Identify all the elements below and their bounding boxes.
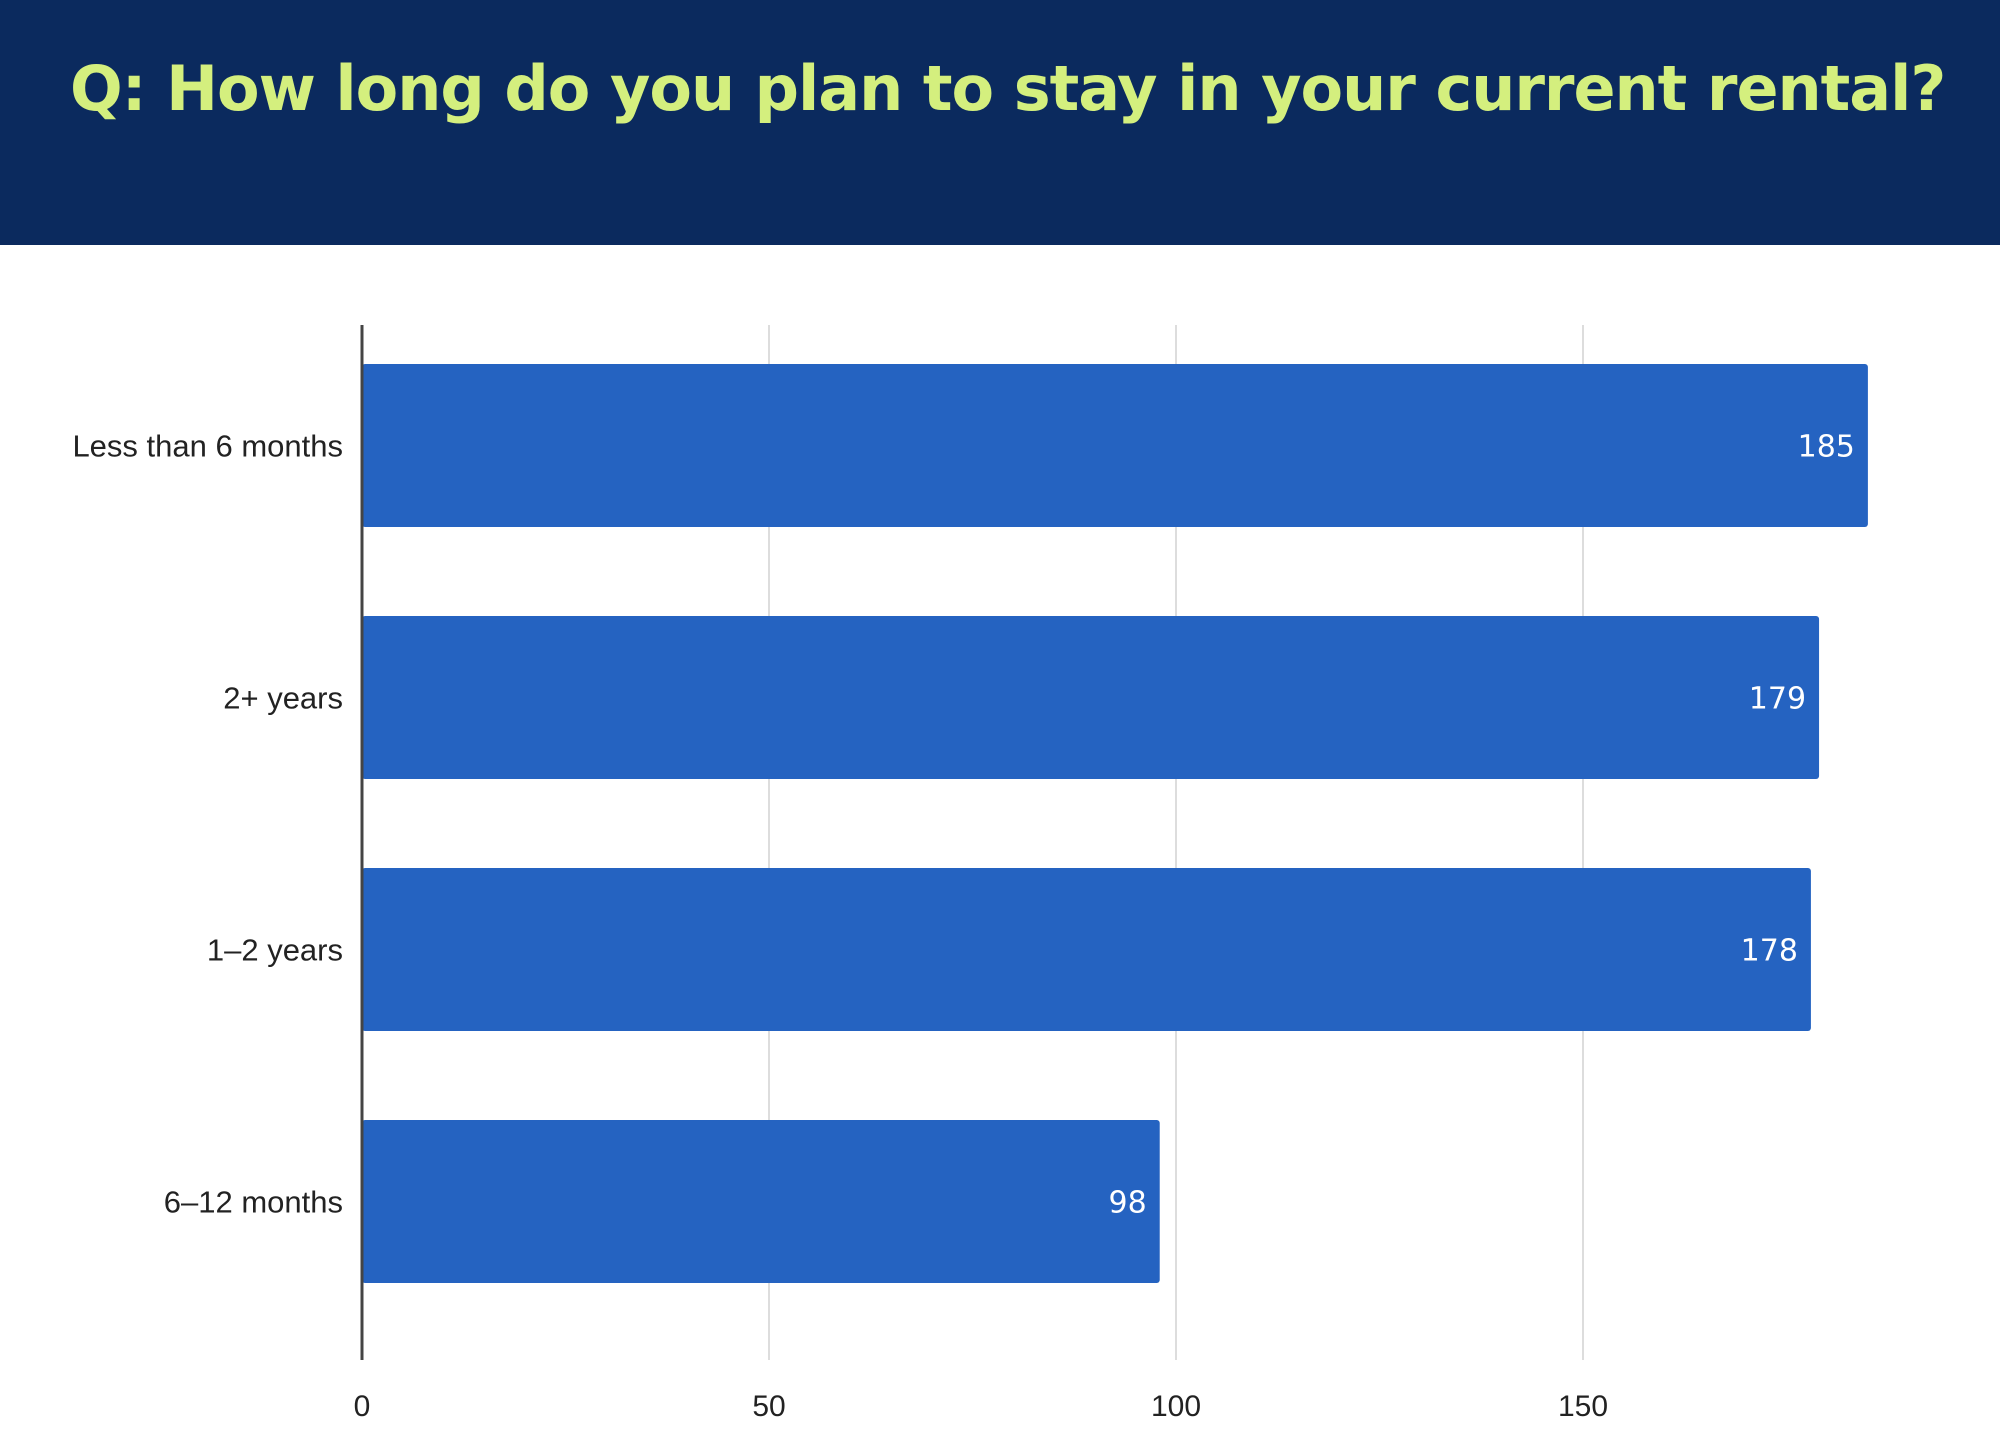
bars (362, 364, 1868, 1283)
y-category-label: Less than 6 months (72, 429, 343, 464)
labels: 0 50 100 150 Less than 6 months 185 2+ years 17… (72, 429, 1854, 1424)
x-tick-label: 100 (1151, 1390, 1201, 1423)
header-banner: Q: How long do you plan to stay in your … (0, 0, 2000, 245)
x-tick-label: 50 (752, 1390, 785, 1423)
y-category-label: 2+ years (223, 681, 343, 716)
bar (362, 1120, 1160, 1283)
bar-value-label: 185 (1798, 430, 1855, 465)
bar (362, 364, 1868, 527)
x-tick-label: 0 (354, 1390, 371, 1423)
y-category-label: 6–12 months (164, 1185, 343, 1220)
chart-title: Q: How long do you plan to stay in your … (70, 52, 1946, 125)
bar (362, 616, 1820, 779)
bar-value-label: 179 (1749, 682, 1806, 717)
bar-value-label: 178 (1741, 934, 1798, 969)
bar-value-label: 98 (1109, 1186, 1147, 1221)
bar (362, 868, 1811, 1031)
x-tick-label: 150 (1558, 1390, 1608, 1423)
y-category-label: 1–2 years (207, 933, 343, 968)
